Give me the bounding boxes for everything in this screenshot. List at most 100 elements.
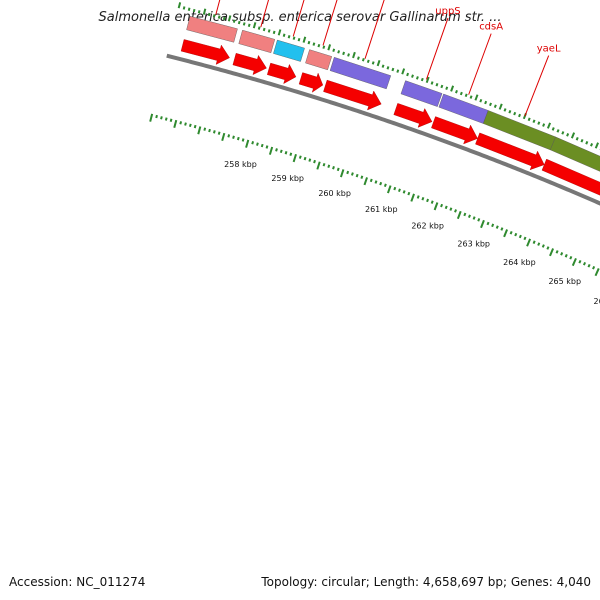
inner-tick	[449, 207, 453, 211]
outer-tick	[391, 67, 395, 72]
inner-tick	[426, 198, 430, 203]
outer-tick	[307, 40, 311, 45]
scale-label: 259 kbp	[271, 174, 304, 183]
gene-label-yaeL[interactable]: yaeL	[537, 44, 561, 55]
outer-tick	[411, 74, 414, 78]
outer-tick	[580, 139, 584, 143]
gene-feature-tsf[interactable]	[238, 29, 276, 54]
inner-tick	[303, 156, 307, 161]
outer-tick	[287, 34, 291, 39]
outer-tick	[585, 141, 589, 145]
gene-feature-pyrH[interactable]	[273, 39, 305, 62]
inner-tick	[578, 259, 582, 264]
inner-tick	[472, 216, 476, 220]
outer-tick	[332, 48, 336, 52]
outer-tick	[342, 51, 346, 56]
inner-tick	[555, 250, 559, 254]
outer-tick	[498, 103, 503, 110]
outer-tick	[420, 77, 424, 82]
outer-tick	[503, 108, 507, 112]
inner-tick	[212, 130, 216, 134]
outer-tick	[575, 137, 579, 141]
gene-label-uppS[interactable]: uppS	[435, 6, 460, 17]
cds-arrow[interactable]	[323, 79, 382, 111]
gene-feature-cdsA[interactable]	[438, 93, 489, 124]
inner-tick	[355, 173, 359, 178]
outer-tick	[361, 57, 365, 62]
cds-arrow[interactable]	[431, 116, 478, 145]
inner-tick	[217, 131, 221, 135]
outer-tick	[352, 51, 356, 59]
inner-tick	[495, 225, 499, 229]
inner-tick	[500, 227, 504, 231]
cds-arrow[interactable]	[180, 39, 230, 65]
inner-tick	[416, 195, 420, 199]
inner-tick	[275, 148, 278, 152]
outer-tick	[546, 122, 552, 129]
gene-feature-uppS[interactable]	[400, 80, 443, 107]
outer-tick	[479, 98, 483, 103]
inner-tick	[289, 152, 293, 156]
outer-tick	[445, 86, 449, 90]
scale-label: 260 kbp	[318, 189, 351, 198]
inner-tick	[265, 145, 269, 149]
inner-tick	[221, 132, 226, 142]
cds-arrow[interactable]	[393, 103, 433, 128]
inner-tick	[173, 119, 178, 129]
inner-tick	[587, 263, 591, 268]
outer-tick	[386, 66, 390, 70]
inner-tick	[592, 265, 596, 270]
outer-tick	[217, 15, 221, 19]
outer-tick	[594, 142, 599, 149]
inner-tick	[560, 252, 564, 256]
outer-tick	[459, 91, 463, 96]
scale-label: 258 kbp	[224, 160, 257, 169]
inner-tick	[350, 172, 354, 176]
outer-tick	[187, 7, 191, 11]
outer-tick	[197, 10, 201, 14]
cds-arrow[interactable]	[541, 158, 600, 218]
inner-tick	[308, 158, 312, 162]
outer-tick	[177, 2, 182, 9]
inner-tick	[339, 169, 345, 178]
outer-tick	[252, 22, 257, 29]
outer-tick	[542, 123, 546, 127]
outer-tick	[513, 111, 517, 116]
inner-tick	[523, 236, 527, 241]
outer-tick	[396, 69, 400, 73]
gene-feature-rpsB[interactable]	[186, 15, 238, 43]
inner-tick	[188, 123, 192, 128]
cds-arrow[interactable]	[232, 53, 267, 76]
inner-tick	[260, 143, 264, 148]
gene-feature-dxr[interactable]	[329, 56, 392, 90]
inner-tick	[486, 221, 490, 226]
inner-tick	[514, 232, 518, 237]
outer-tick	[277, 29, 282, 36]
outer-tick	[232, 19, 236, 23]
cds-arrow[interactable]	[298, 72, 324, 93]
outer-tick	[493, 104, 497, 108]
outer-tick	[262, 27, 266, 32]
inner-tick	[532, 240, 536, 244]
outer-tick	[551, 127, 555, 131]
inner-tick	[463, 212, 467, 217]
gene-feature-frr[interactable]	[305, 49, 333, 71]
outer-tick	[347, 53, 350, 57]
gene-label-line	[364, 0, 385, 59]
inner-tick	[374, 180, 378, 184]
cds-arrow[interactable]	[267, 62, 297, 85]
scale-label: 262 kbp	[411, 222, 444, 231]
outer-tick	[282, 33, 286, 37]
inner-tick	[582, 261, 587, 266]
outer-tick	[366, 59, 370, 64]
inner-tick	[526, 238, 532, 247]
gene-feature-yaeT[interactable]	[550, 136, 600, 199]
inner-tick	[537, 242, 541, 246]
outer-tick	[430, 81, 434, 85]
inner-tick	[402, 190, 406, 194]
outer-tick	[527, 117, 531, 122]
gene-label-cdsA[interactable]: cdsA	[479, 22, 503, 33]
inner-tick	[569, 255, 573, 260]
scale-label: 266 kbp	[593, 297, 600, 306]
cds-arrow[interactable]	[475, 132, 545, 171]
